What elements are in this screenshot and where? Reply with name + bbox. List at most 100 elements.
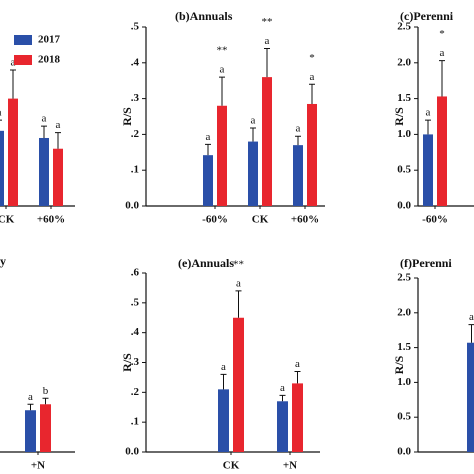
bar [0,130,4,206]
error-bar [10,69,16,99]
bar [277,401,288,452]
bar [39,137,49,206]
y-axis-label: R/S [392,355,406,374]
significance-letter: a [440,47,445,59]
significance-star: * [439,28,445,40]
significance-letter: a [310,71,315,83]
significance-letter: a [295,358,300,370]
significance-star: ** [262,16,273,28]
y-tick-label: .3 [131,356,140,368]
y-tick-label: 0.0 [397,200,411,212]
significance-star: ** [217,45,228,57]
panel-title: (c)Perenni [400,9,454,23]
legend-label: 2018 [38,54,61,66]
error-bar [235,290,242,318]
error-bar [220,373,227,390]
bar [8,98,18,206]
x-tick-label: CK [223,460,240,472]
y-tick-label: 1.5 [397,92,411,104]
error-bar [439,60,445,97]
error-bar [205,143,211,156]
significance-letter: a [296,123,301,135]
error-bar [250,127,256,142]
significance-letter: a [221,361,226,373]
y-tick-label: .4 [131,56,140,68]
bar [248,141,258,206]
bar [25,410,36,452]
y-tick-label: .2 [131,128,140,140]
y-tick-label: .2 [131,386,140,398]
x-tick-label: +N [283,460,297,472]
legend-swatch [14,35,32,45]
y-tick-label: .1 [131,164,139,176]
y-tick-label: .5 [131,21,140,33]
x-tick-label: -60% [202,214,228,226]
panel-title: (e)Annuals [178,256,234,270]
y-tick-label: .5 [131,296,140,308]
y-tick-label: 2.5 [397,21,411,33]
y-tick-label: 2.5 [397,272,411,284]
significance-letter: a [236,277,241,289]
y-tick-label: .6 [131,267,140,279]
error-bar [468,324,474,343]
bar [307,103,317,206]
y-tick-label: 0.0 [397,446,411,458]
panel-title: (b)Annuals [175,9,233,23]
significance-letter: a [42,113,47,125]
bar [203,155,213,206]
significance-letter: a [11,56,16,68]
error-bar [264,47,270,78]
y-axis-label: R/S [392,107,406,126]
bar [218,389,229,452]
significance-letter: a [265,35,270,47]
bar [40,404,51,452]
bar [423,134,433,206]
bar [217,105,227,206]
y-axis-label: R/S [120,107,134,126]
error-bar [294,370,301,384]
panel-title: (f)Perenni [400,256,452,270]
y-tick-label: .4 [131,326,140,338]
significance-letter: b [43,385,49,397]
significance-letter: a [206,131,211,143]
y-tick-label: .1 [131,416,139,428]
bar [467,342,474,452]
bar [53,148,63,206]
y-tick-label: 1.0 [397,376,411,388]
x-tick-label: CK [252,214,269,226]
error-bar [279,394,286,402]
significance-letter: a [469,311,474,323]
error-bar [219,76,225,106]
significance-letter: a [0,107,2,119]
y-tick-label: 0.5 [397,411,411,423]
x-tick-label: +60% [37,214,65,226]
error-bar [27,403,34,411]
significance-star: * [309,52,315,64]
error-bar [309,83,315,104]
bar [293,145,303,206]
legend-swatch [14,55,32,65]
significance-letter: a [56,119,61,131]
significance-letter: a [220,64,225,76]
significance-star: ** [233,258,244,270]
x-tick-label: CK [0,214,15,226]
bar [262,77,272,207]
legend-label: 2017 [38,34,61,46]
y-tick-label: .3 [131,92,140,104]
significance-letter: a [251,114,256,126]
y-tick-label: 0.0 [125,200,139,212]
error-bar [425,119,431,135]
bar [292,383,303,452]
panel-title: y [0,254,6,268]
x-tick-label: +60% [291,214,319,226]
significance-letter: a [426,107,431,119]
y-tick-label: 0.5 [397,164,411,176]
y-tick-label: 1.0 [397,128,411,140]
error-bar [42,397,49,405]
y-tick-label: 2.0 [397,56,411,68]
y-axis-label: R/S [120,353,134,372]
error-bar [41,125,47,138]
error-bar [295,135,301,146]
significance-letter: a [28,391,33,403]
